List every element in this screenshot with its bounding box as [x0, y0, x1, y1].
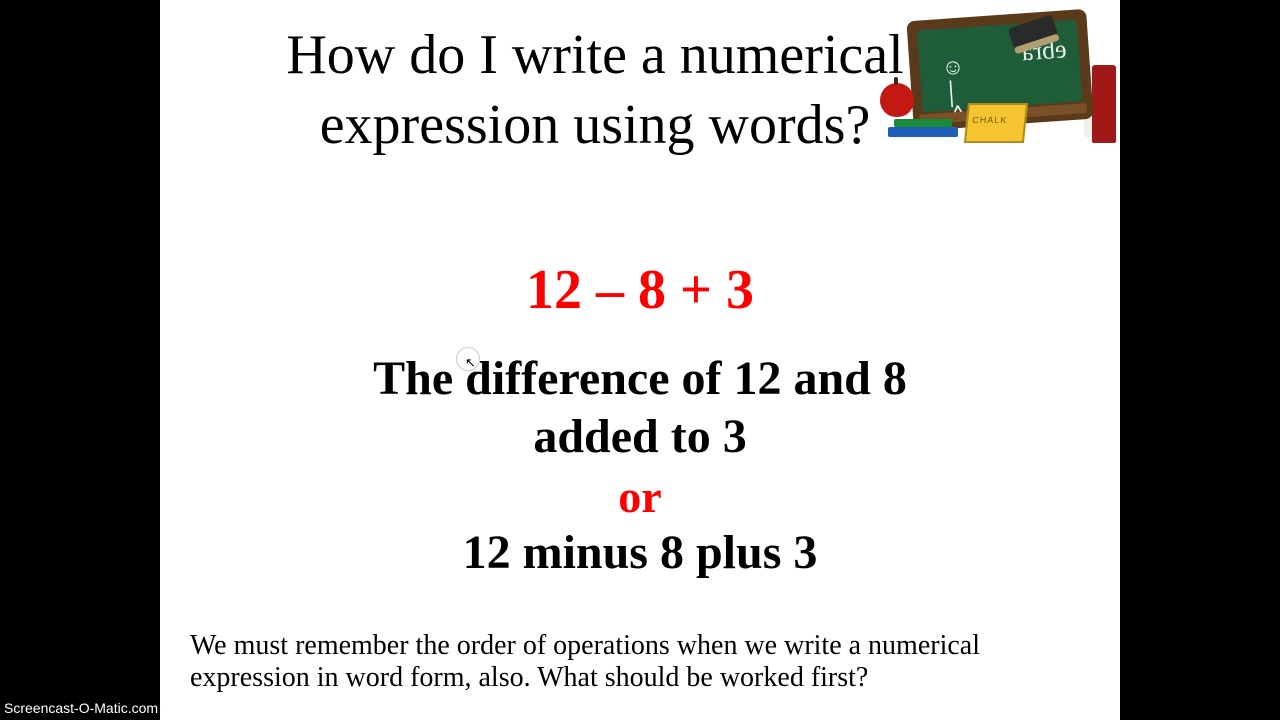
- description-alternate: 12 minus 8 plus 3: [160, 525, 1120, 580]
- apple-icon: [880, 83, 914, 117]
- description-line-1: The difference of 12 and 8: [373, 352, 907, 405]
- chalk-box-icon: [964, 103, 1028, 143]
- connector-word: or: [160, 470, 1120, 523]
- math-expression: 12 – 8 + 3: [160, 258, 1120, 322]
- slide-area: How do I write a numerical expression us…: [160, 0, 1120, 720]
- stacked-books-icon: [888, 117, 958, 137]
- book-red-icon: [1092, 65, 1116, 143]
- chalkboard-surface: ebra ☺│╱╲: [917, 20, 1082, 113]
- cursor-arrow-icon: ↖: [465, 355, 476, 371]
- watermark-text: Screencast-O-Matic.com: [4, 700, 158, 716]
- chalkboard-clipart: ebra ☺│╱╲: [870, 5, 1120, 150]
- description-primary: The difference of 12 and 8 added to 3: [160, 350, 1120, 465]
- description-line-2: added to 3: [533, 410, 746, 463]
- slide-title: How do I write a numerical expression us…: [240, 20, 950, 160]
- slide-footnote: We must remember the order of operations…: [190, 630, 1090, 694]
